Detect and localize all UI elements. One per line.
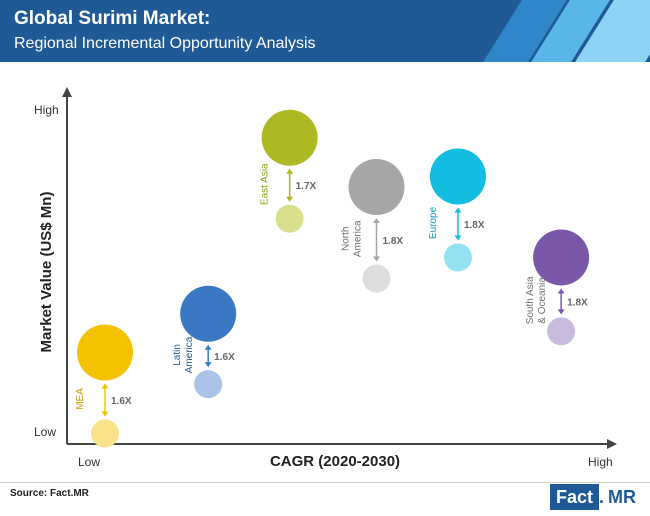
region-label-line: Europe [428, 206, 439, 239]
region-label-line: East Asia [260, 163, 271, 205]
bubble-chart: High Low Low High CAGR (2020-2030) Marke… [34, 87, 617, 470]
growth-multiplier-label-4: 1.8X [464, 220, 485, 231]
region-label-0: MEA [75, 388, 86, 410]
y-axis-title: Market Value (US$ Mn) [38, 192, 55, 353]
bubble-2030-4 [429, 148, 486, 205]
bubble-2020-5 [547, 317, 576, 346]
growth-multiplier-label-0: 1.6X [111, 396, 132, 407]
chart-title: Global Surimi Market: [14, 8, 211, 29]
x-axis-low-label: Low [78, 455, 100, 469]
growth-arrowhead-down-3 [373, 256, 381, 262]
growth-arrowhead-up-5 [557, 288, 565, 294]
bubble-2030-5 [533, 229, 590, 286]
bubble-2020-2 [275, 204, 304, 233]
region-label-1: LatinAmerica [172, 336, 195, 373]
growth-multiplier-label-3: 1.8X [383, 236, 404, 247]
logo-mr-text: MR [608, 486, 636, 507]
bubble-2020-1 [194, 370, 223, 399]
logo-fact-text: Fact [549, 484, 599, 510]
region-label-line: America [184, 336, 195, 373]
footer-divider [0, 482, 650, 483]
growth-arrowhead-up-2 [286, 168, 294, 174]
factmr-logo: Fact. MR [549, 484, 640, 510]
region-label-line: America [353, 220, 364, 257]
bubble-2030-1 [180, 285, 237, 342]
region-label-2: East Asia [260, 163, 271, 205]
growth-arrowhead-down-1 [204, 362, 212, 368]
bubble-2030-3 [348, 159, 405, 216]
y-axis-low-label: Low [34, 425, 56, 439]
growth-arrowhead-down-5 [557, 309, 565, 315]
chart-subtitle: Regional Incremental Opportunity Analysi… [14, 35, 316, 52]
growth-arrowhead-down-0 [101, 411, 109, 417]
x-axis-high-label: High [588, 455, 613, 469]
region-label-5: South Asia& Oceania [525, 276, 548, 324]
growth-arrowhead-up-0 [101, 383, 109, 389]
x-axis-title: CAGR (2020-2030) [270, 453, 400, 470]
growth-arrowhead-down-4 [454, 235, 462, 241]
region-label-4: Europe [428, 206, 439, 239]
growth-arrowhead-up-1 [204, 344, 212, 350]
growth-arrowhead-up-4 [454, 207, 462, 213]
y-axis-high-label: High [34, 103, 59, 117]
growth-arrowhead-up-3 [373, 218, 381, 224]
bubble-2020-0 [91, 419, 120, 448]
chart-header: Global Surimi Market: Regional Increment… [0, 0, 650, 62]
growth-multiplier-label-1: 1.6X [214, 352, 235, 363]
region-label-3: NorthAmerica [341, 220, 364, 257]
region-label-line: MEA [75, 388, 86, 410]
region-label-line: & Oceania [537, 277, 548, 324]
bubble-2030-0 [77, 324, 134, 381]
region-label-line: Latin [172, 344, 183, 366]
growth-arrowhead-down-2 [286, 196, 294, 202]
bubble-2030-2 [261, 109, 318, 166]
logo-dot-text: . [598, 486, 604, 507]
bubble-2020-4 [443, 243, 472, 272]
bubble-2020-3 [362, 264, 391, 293]
region-label-line: South Asia [525, 276, 536, 324]
source-note: Source: Fact.MR [10, 488, 89, 499]
growth-multiplier-label-2: 1.7X [296, 181, 317, 192]
region-label-line: North [341, 227, 352, 251]
growth-multiplier-label-5: 1.8X [567, 297, 588, 308]
